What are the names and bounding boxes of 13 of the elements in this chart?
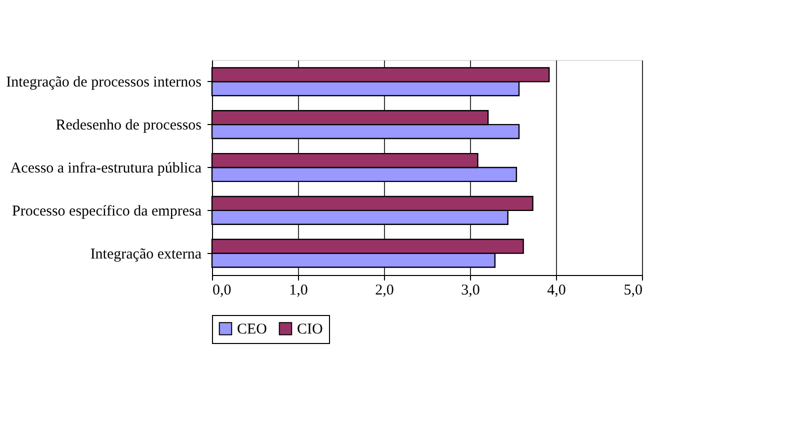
y-tick-label: Redesenho de processos <box>56 118 202 134</box>
x-tick-label: 0,0 <box>212 282 232 298</box>
y-tick-label: Integração de processos internos <box>6 74 202 91</box>
x-tick-label: 2,0 <box>375 282 394 298</box>
y-tick-label: Integração externa <box>90 246 202 262</box>
x-tick-label: 1,0 <box>289 282 308 298</box>
x-tick-label: 3,0 <box>461 282 480 298</box>
y-tick-label: Acesso a infra-estrutura pública <box>10 160 202 176</box>
legend-label: CIO <box>297 322 323 338</box>
legend-label: CEO <box>237 322 268 338</box>
x-tick-label: 4,0 <box>547 282 566 298</box>
y-tick-label: Processo específico da empresa <box>12 203 202 220</box>
x-tick-label: 5,0 <box>624 282 642 298</box>
